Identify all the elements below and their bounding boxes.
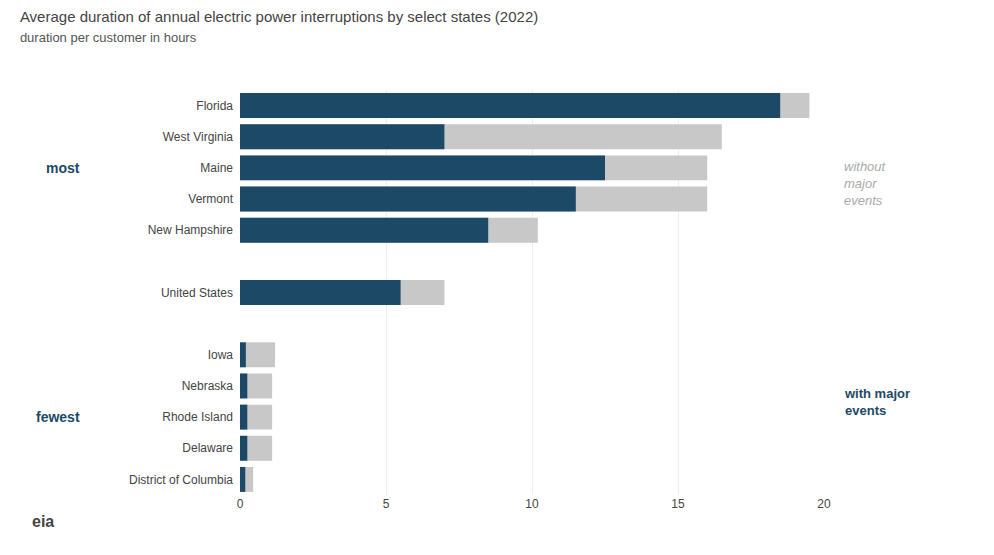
svg-text:0: 0 (237, 497, 244, 511)
svg-text:most: most (46, 160, 80, 176)
svg-text:Vermont: Vermont (188, 192, 233, 206)
svg-text:Maine: Maine (200, 161, 233, 175)
svg-text:Average duration of annual ele: Average duration of annual electric powe… (20, 8, 538, 45)
svg-text:Iowa: Iowa (208, 348, 234, 362)
svg-text:with majorevents: with majorevents (844, 386, 910, 418)
svg-text:Delaware: Delaware (182, 441, 233, 455)
svg-text:10: 10 (525, 497, 539, 511)
svg-text:West Virginia: West Virginia (163, 130, 234, 144)
svg-text:Florida: Florida (196, 99, 233, 113)
svg-text:15: 15 (671, 497, 685, 511)
svg-text:eia: eia (32, 513, 54, 530)
svg-text:5: 5 (383, 497, 390, 511)
svg-text:fewest: fewest (36, 409, 80, 425)
svg-text:20: 20 (817, 497, 831, 511)
svg-text:District of Columbia: District of Columbia (129, 473, 233, 487)
svg-text:Rhode Island: Rhode Island (162, 410, 233, 424)
svg-text:United States: United States (161, 286, 233, 300)
svg-text:withoutmajorevents: withoutmajorevents (844, 159, 887, 208)
svg-text:Nebraska: Nebraska (182, 379, 234, 393)
svg-text:New Hampshire: New Hampshire (148, 223, 234, 237)
